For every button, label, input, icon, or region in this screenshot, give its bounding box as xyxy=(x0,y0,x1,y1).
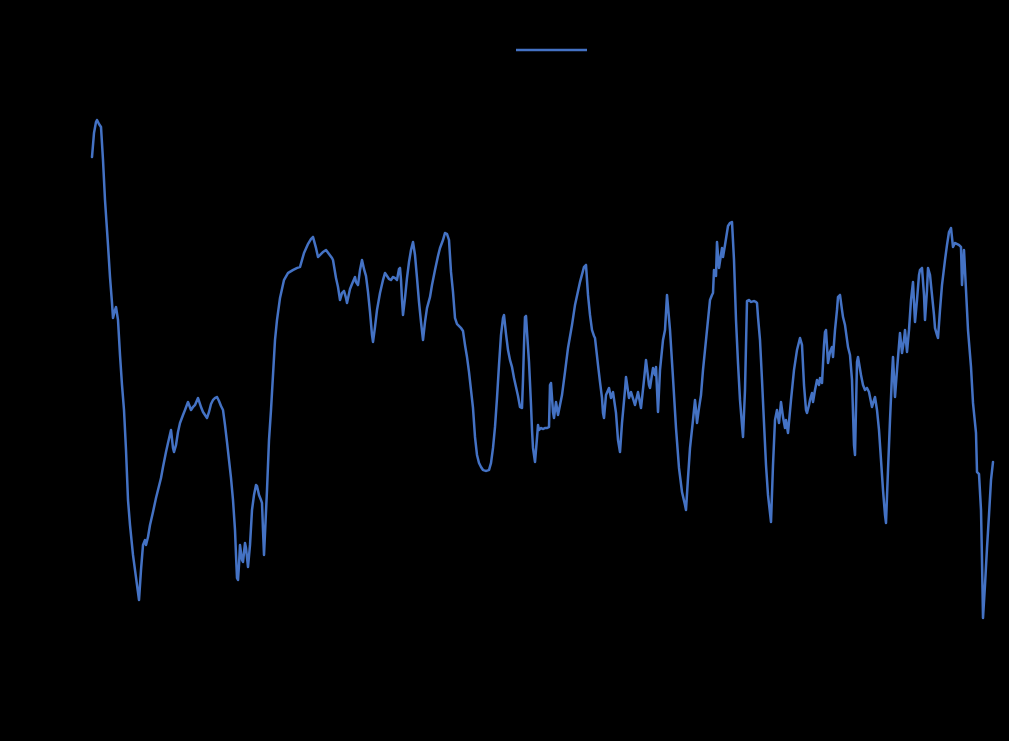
series-line xyxy=(90,118,995,620)
